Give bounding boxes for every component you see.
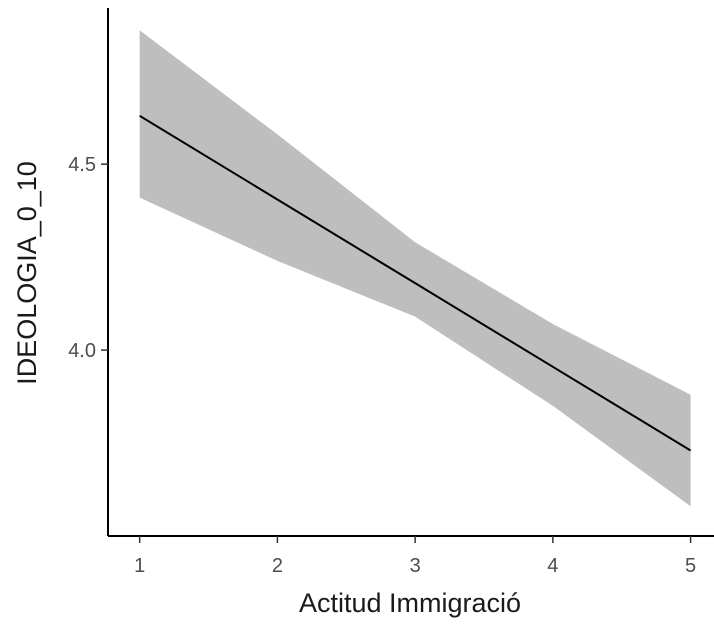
- y-tick-label: 4.0: [68, 340, 96, 362]
- x-axis-title: Actitud Immigració: [299, 588, 521, 618]
- confidence-band: [139, 30, 691, 507]
- regression-line-layer: [139, 114, 692, 452]
- regression-line: [139, 114, 692, 452]
- y-ticks: 4.0 4.5: [68, 154, 108, 362]
- x-tick-label: 4: [547, 555, 558, 577]
- y-axis-title: IDEOLOGIA_0_10: [12, 161, 42, 385]
- confidence-band-layer: [139, 30, 691, 507]
- x-tick-label: 2: [272, 555, 283, 577]
- x-tick-label: 1: [134, 555, 145, 577]
- x-tick-label: 5: [685, 555, 696, 577]
- axes-layer: [107, 8, 714, 537]
- x-tick-label: 3: [410, 555, 421, 577]
- x-ticks: 1 2 3 4 5: [134, 536, 696, 577]
- y-tick-label: 4.5: [68, 154, 96, 176]
